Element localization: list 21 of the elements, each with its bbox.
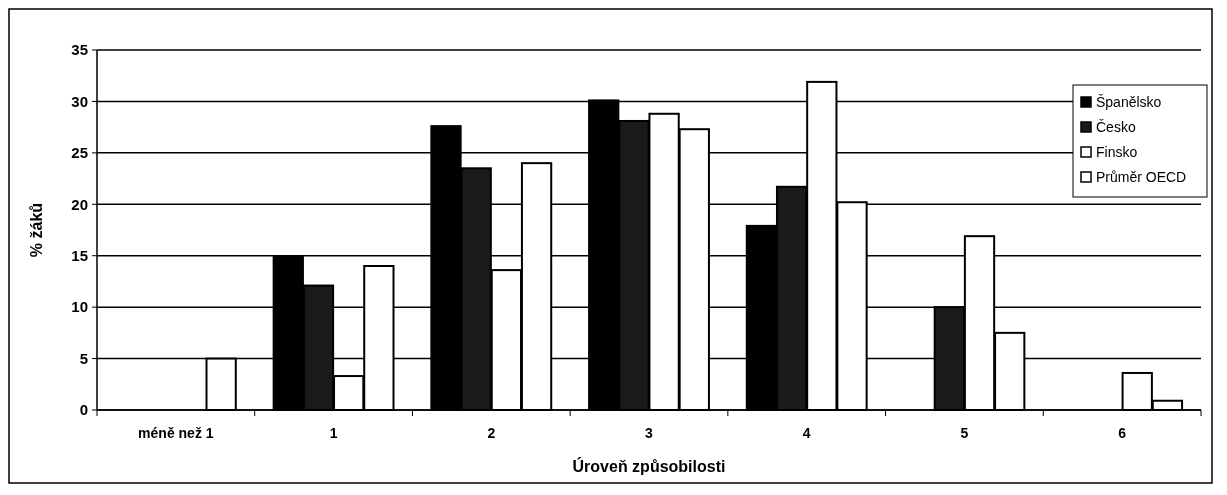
x-tick-label: 6 (1118, 425, 1127, 441)
x-tick-label: 4 (802, 425, 811, 441)
y-tick-label: 35 (71, 41, 88, 59)
y-tick-label: 0 (79, 401, 88, 419)
y-tick-label: 5 (79, 349, 88, 367)
x-axis-title: Úroveň způsobilosti (572, 457, 726, 475)
y-tick-label: 10 (71, 298, 88, 316)
y-tick-label: 20 (71, 195, 88, 213)
legend-label: Španělsko (1096, 93, 1162, 110)
x-tick-label: 2 (487, 425, 496, 441)
y-tick-label: 30 (71, 92, 88, 110)
x-tick-label: 5 (960, 425, 969, 441)
x-tick-label: 3 (645, 425, 654, 441)
x-tick-label: méně než 1 (138, 425, 214, 441)
legend-label: Finsko (1096, 143, 1138, 160)
x-tick-label: 1 (329, 425, 338, 441)
y-tick-label: 15 (71, 246, 88, 264)
legend-label: Průměr OECD (1096, 168, 1187, 185)
legend-label: Česko (1096, 118, 1136, 135)
y-tick-label: 25 (71, 144, 88, 162)
y-axis-title: % žáků (28, 202, 45, 258)
